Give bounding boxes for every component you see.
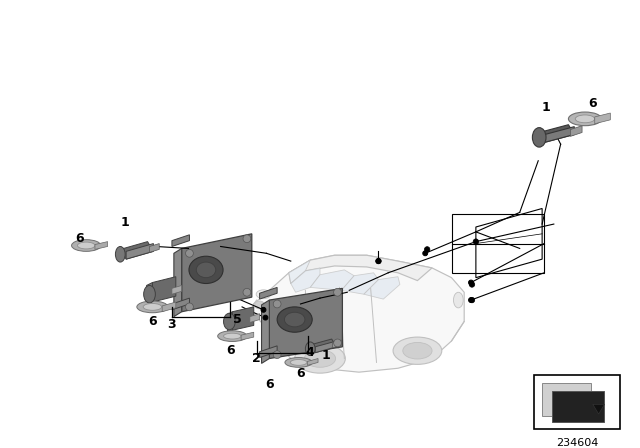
Ellipse shape [255, 301, 264, 309]
Circle shape [424, 247, 430, 252]
Polygon shape [289, 260, 310, 284]
Polygon shape [593, 404, 604, 414]
Polygon shape [250, 314, 260, 323]
Ellipse shape [137, 301, 168, 313]
Polygon shape [174, 249, 182, 317]
Polygon shape [545, 127, 574, 142]
Polygon shape [252, 255, 464, 372]
Circle shape [186, 303, 193, 311]
Circle shape [333, 339, 341, 347]
Polygon shape [260, 288, 277, 299]
Ellipse shape [532, 128, 546, 147]
Circle shape [473, 239, 479, 244]
Polygon shape [540, 125, 574, 142]
Text: 1: 1 [321, 349, 330, 362]
Circle shape [263, 315, 268, 320]
Polygon shape [172, 298, 189, 310]
Ellipse shape [291, 359, 307, 365]
Polygon shape [310, 270, 354, 290]
Polygon shape [341, 273, 378, 294]
Text: 234604: 234604 [556, 439, 598, 448]
Circle shape [423, 251, 428, 256]
Polygon shape [262, 300, 269, 363]
Circle shape [186, 250, 193, 257]
Text: 1: 1 [541, 101, 550, 114]
Circle shape [469, 297, 475, 303]
Polygon shape [241, 332, 253, 340]
Ellipse shape [223, 333, 241, 339]
Circle shape [273, 351, 281, 358]
Ellipse shape [143, 285, 156, 303]
Ellipse shape [115, 246, 125, 262]
Circle shape [468, 297, 474, 302]
Ellipse shape [305, 350, 335, 367]
Polygon shape [364, 277, 400, 299]
Polygon shape [595, 113, 611, 124]
Ellipse shape [393, 337, 442, 364]
Text: 6: 6 [75, 232, 84, 245]
Ellipse shape [189, 256, 223, 284]
Ellipse shape [454, 292, 463, 308]
Text: 5: 5 [233, 313, 241, 326]
Polygon shape [315, 341, 337, 353]
Polygon shape [552, 391, 604, 422]
Circle shape [469, 282, 475, 287]
Polygon shape [150, 244, 159, 252]
Polygon shape [172, 285, 182, 294]
Polygon shape [172, 235, 189, 246]
Ellipse shape [256, 290, 271, 299]
Ellipse shape [143, 303, 162, 310]
Circle shape [273, 300, 281, 308]
Polygon shape [227, 312, 232, 333]
Ellipse shape [72, 240, 100, 251]
Text: 3: 3 [168, 318, 176, 331]
Polygon shape [307, 358, 318, 365]
Bar [534, 375, 620, 429]
Circle shape [243, 289, 251, 296]
Ellipse shape [223, 313, 236, 330]
Text: 6: 6 [588, 97, 597, 110]
Circle shape [376, 258, 381, 263]
Ellipse shape [575, 115, 595, 123]
Text: 6: 6 [296, 366, 305, 379]
Circle shape [333, 289, 341, 296]
Polygon shape [333, 340, 341, 348]
Polygon shape [289, 255, 432, 284]
Polygon shape [232, 307, 253, 330]
Ellipse shape [77, 242, 95, 249]
Polygon shape [120, 241, 154, 259]
Ellipse shape [285, 358, 312, 367]
Text: 1: 1 [121, 215, 129, 228]
Ellipse shape [403, 342, 432, 359]
Polygon shape [152, 277, 176, 302]
Circle shape [243, 235, 251, 242]
Polygon shape [182, 234, 252, 312]
Ellipse shape [196, 262, 216, 278]
Circle shape [261, 307, 266, 312]
Text: 6: 6 [148, 315, 157, 328]
Ellipse shape [218, 331, 247, 341]
Polygon shape [291, 268, 320, 292]
Polygon shape [542, 383, 591, 416]
Text: 2: 2 [252, 352, 261, 365]
Ellipse shape [294, 344, 346, 373]
Ellipse shape [284, 312, 305, 327]
Polygon shape [162, 302, 176, 312]
Polygon shape [269, 289, 342, 358]
Polygon shape [95, 241, 108, 250]
Polygon shape [310, 339, 337, 353]
Polygon shape [260, 346, 277, 358]
Ellipse shape [568, 112, 602, 126]
Ellipse shape [305, 342, 315, 356]
Text: 4: 4 [306, 346, 315, 359]
Polygon shape [147, 283, 152, 305]
Circle shape [376, 258, 381, 264]
Text: 6: 6 [265, 378, 274, 391]
Polygon shape [126, 244, 154, 259]
Polygon shape [570, 126, 582, 136]
Ellipse shape [277, 307, 312, 332]
Circle shape [468, 280, 474, 285]
Text: 6: 6 [226, 344, 235, 357]
Bar [452, 214, 544, 273]
